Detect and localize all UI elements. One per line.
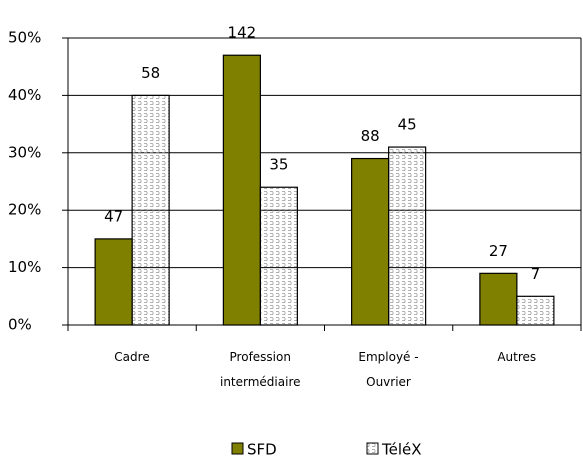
bar <box>479 272 518 326</box>
y-tick-label: 10% <box>8 258 41 276</box>
y-tick-label: 40% <box>8 86 41 104</box>
legend-label: SFD <box>247 441 277 459</box>
y-tick-label: 50% <box>8 29 41 47</box>
bar <box>131 94 170 326</box>
data-label: 142 <box>228 24 257 42</box>
bar <box>94 238 133 326</box>
x-tick-label: Autres <box>497 350 537 364</box>
x-tick-label: Profession intermédiaire <box>219 350 301 389</box>
y-tick-label: 30% <box>8 143 41 161</box>
data-label: 27 <box>489 242 508 260</box>
bar <box>516 295 555 326</box>
legend-label: TéléX <box>381 441 422 459</box>
data-label: 88 <box>361 127 380 145</box>
bar <box>259 186 298 326</box>
bar <box>222 54 261 326</box>
legend-swatch <box>366 442 379 455</box>
data-label: 58 <box>141 64 160 82</box>
bar <box>388 146 427 326</box>
data-label: 45 <box>398 116 417 134</box>
data-label: 35 <box>269 156 288 174</box>
y-tick-label: 20% <box>8 201 41 219</box>
legend-swatch <box>231 442 244 455</box>
x-tick-label: Cadre <box>114 350 150 364</box>
y-tick-label: 0% <box>8 316 32 334</box>
bar <box>351 157 390 326</box>
x-tick-label: Employé - Ouvrier <box>358 350 419 389</box>
data-label: 7 <box>531 265 541 283</box>
data-label: 47 <box>104 207 123 225</box>
